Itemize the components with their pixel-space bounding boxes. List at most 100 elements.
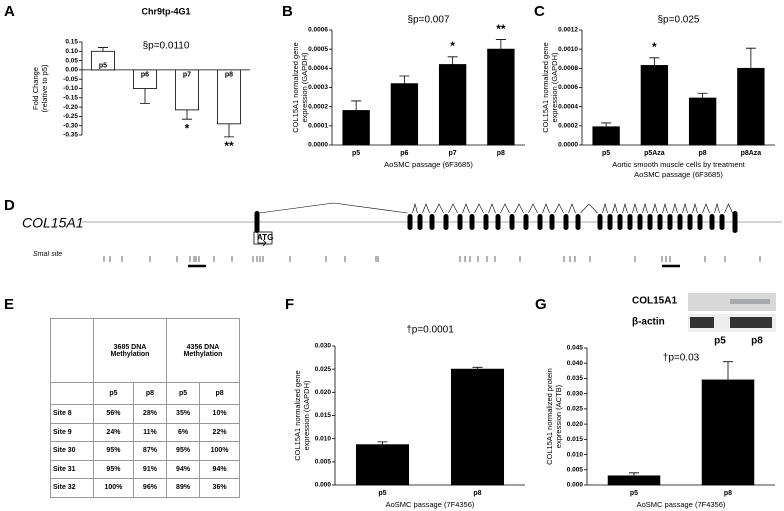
y-tick-label: 0.005 <box>567 466 584 473</box>
blot-band <box>690 317 714 328</box>
y-axis-label: COL15A1 normalized gene <box>293 370 302 460</box>
annotation: §p=0.025 <box>658 15 700 26</box>
x-tick-label: p7 <box>183 72 191 79</box>
x-tick-label: p5 <box>99 63 107 70</box>
intron <box>554 203 564 214</box>
error-bar <box>601 122 612 127</box>
bar <box>487 48 515 146</box>
exon <box>657 214 663 230</box>
y-axis-label: Fold Change <box>31 67 40 110</box>
annotation: †p=0.0001 <box>406 325 454 336</box>
gene-name: COL15A1 <box>22 215 83 231</box>
error-bar <box>447 56 458 65</box>
exon <box>575 214 581 230</box>
intron <box>462 203 470 214</box>
y-tick-label: 0.035 <box>567 375 584 382</box>
y-tick-label: 0.0003 <box>308 84 328 91</box>
intron <box>528 203 538 214</box>
table-row: Site 31 95% 91% 94% 94% <box>50 459 240 479</box>
intron <box>672 202 678 214</box>
y-tick-label: 0.030 <box>567 390 584 397</box>
exon <box>627 214 633 230</box>
blot-lane: p8 <box>751 336 763 347</box>
y-tick-label: -0.10 <box>63 85 78 92</box>
error-bar <box>697 92 708 99</box>
error-bar <box>472 366 483 370</box>
intron <box>714 202 720 214</box>
cell: 94% <box>199 459 240 479</box>
y-tick-label: -0.20 <box>63 104 78 111</box>
cell: 89% <box>165 478 201 498</box>
y-tick-label: 0.0002 <box>558 123 578 130</box>
atg-box <box>253 231 273 245</box>
cell: 95% <box>165 441 201 461</box>
bar <box>450 368 505 486</box>
site-label: SmaI site <box>33 251 62 258</box>
y-tick-label: 0.025 <box>567 406 584 413</box>
subheader: p5 <box>165 382 201 405</box>
cell: 96% <box>132 478 168 498</box>
error-bar <box>399 75 410 84</box>
cell: 11% <box>132 422 168 442</box>
exon <box>407 214 413 230</box>
group-header: 3685 DNA Methylation <box>93 318 167 383</box>
x-tick-label: p7 <box>449 150 457 157</box>
row-header: Site 32 <box>50 478 94 498</box>
y-tick-label: 0.0004 <box>308 65 328 72</box>
error-bar <box>140 88 150 104</box>
intron <box>622 202 628 214</box>
bar <box>640 65 669 146</box>
intron <box>500 203 510 214</box>
y-tick-label: 0.0012 <box>558 27 578 34</box>
table-row: Site 30 95% 87% 95% 100% <box>50 441 240 461</box>
exon <box>509 214 515 230</box>
exon <box>495 214 501 230</box>
exon <box>607 214 613 230</box>
bar <box>342 110 370 146</box>
y-tick-label: 0.000 <box>315 482 332 489</box>
intron <box>632 202 638 214</box>
y-tick-label: 0.0005 <box>308 46 328 53</box>
y-tick-label: 0.0001 <box>308 123 328 130</box>
y-tick-label: -0.05 <box>63 76 78 83</box>
cell: 35% <box>165 404 201 424</box>
intron <box>488 203 496 214</box>
y-axis-label: expression (ACTB) <box>554 384 563 448</box>
y-tick-label: 0.025 <box>315 366 332 373</box>
panel-letter: C <box>534 3 545 20</box>
panel-letter: G <box>535 296 547 313</box>
intron <box>682 202 688 214</box>
cell: 28% <box>132 404 168 424</box>
exon <box>429 214 435 230</box>
y-axis-label: COL15A1 normalized gene <box>541 42 550 132</box>
exon <box>637 214 643 230</box>
annotation: §p=0.007 <box>408 15 450 26</box>
x-axis-label: AoSMC passage (7F4356) <box>637 500 726 509</box>
x-tick-label: p8 <box>724 490 732 497</box>
x-tick-label: p8 <box>699 150 707 157</box>
cell: 10% <box>199 404 240 424</box>
cell <box>50 318 94 383</box>
bar <box>390 83 419 146</box>
intron <box>448 203 458 214</box>
exon <box>469 214 475 230</box>
row-header: Site 8 <box>50 404 94 424</box>
exon <box>617 214 623 230</box>
intron <box>542 203 550 214</box>
y-tick-label: 0.015 <box>315 412 332 419</box>
exon <box>563 214 569 230</box>
exon <box>523 214 529 230</box>
blot-label: β-actin <box>632 317 665 328</box>
y-tick-label: 0.020 <box>567 421 584 428</box>
y-axis-label: (relative to p5) <box>40 64 49 112</box>
chart-title: Chr9tp-4G1 <box>141 6 190 16</box>
panel-letter: F <box>285 296 294 313</box>
x-axis-label: Aortic smooth muscle cells by treatment <box>612 160 745 169</box>
exon <box>697 214 703 230</box>
error-bar <box>351 100 362 111</box>
exon <box>457 214 463 230</box>
y-tick-label: 0.0000 <box>308 142 328 149</box>
cell: 6% <box>165 422 201 442</box>
x-tick-label: p5 <box>630 490 638 497</box>
